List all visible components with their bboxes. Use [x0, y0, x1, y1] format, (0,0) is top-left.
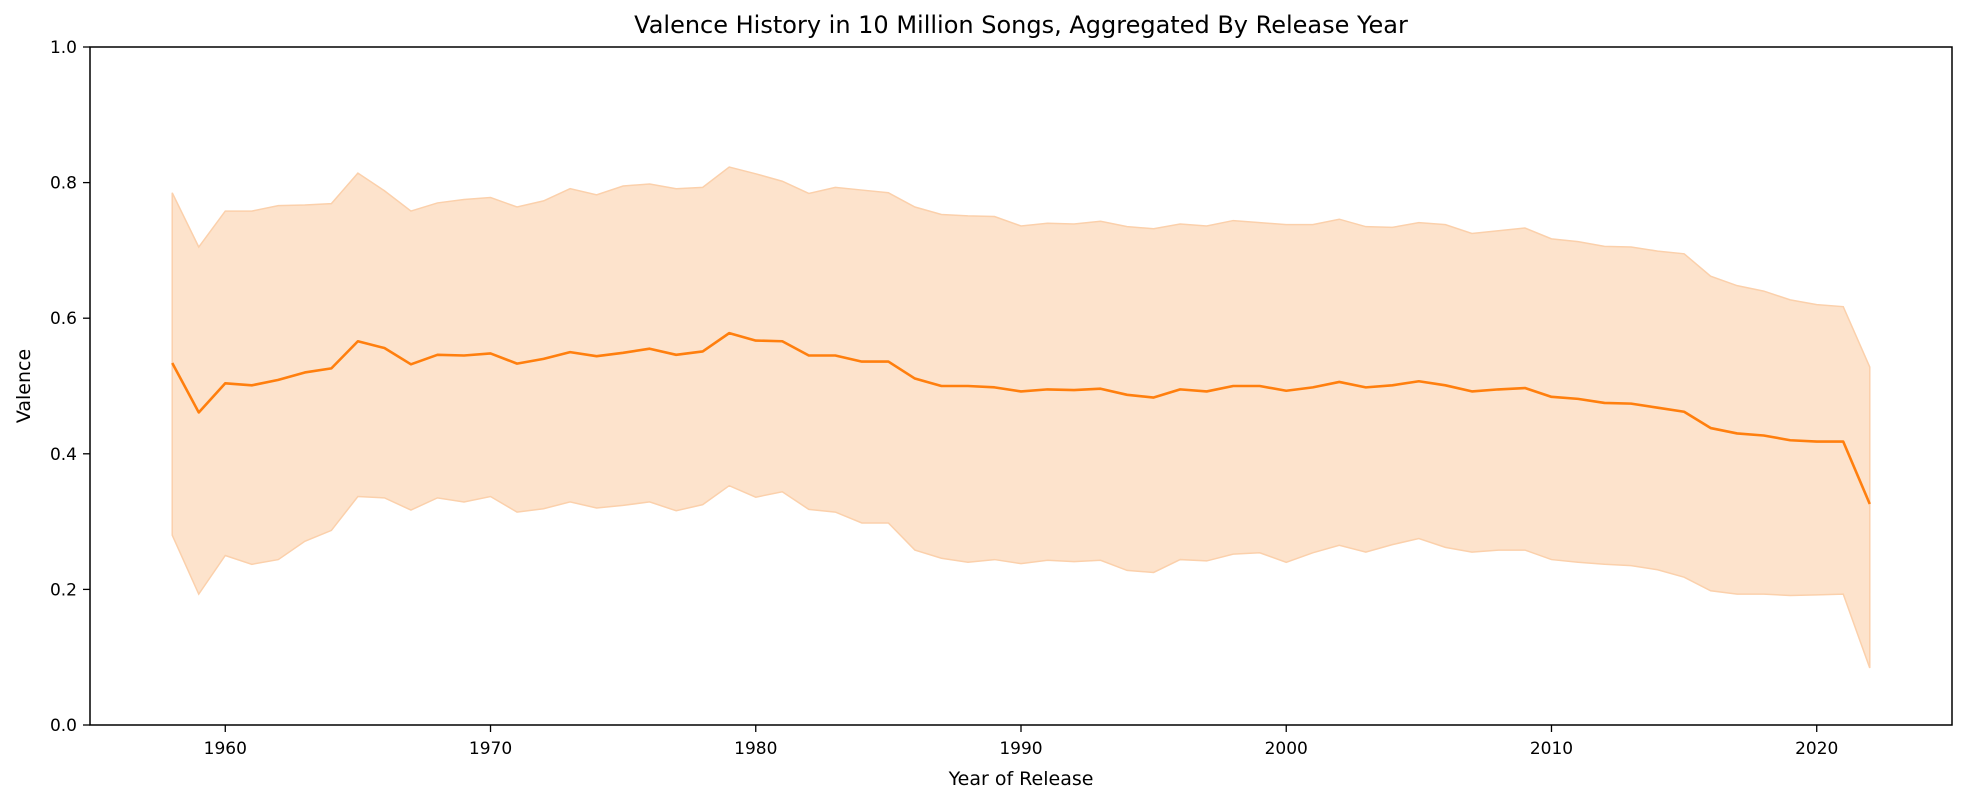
x-tick-label: 2020	[1795, 739, 1838, 759]
y-tick-label: 0.8	[50, 174, 77, 194]
mean-valence-line	[171, 331, 1871, 505]
x-tick-label: 2010	[1530, 739, 1573, 759]
y-axis-label: Valence	[13, 349, 35, 423]
x-axis-label: Year of Release	[948, 768, 1094, 790]
y-tick-label: 0.6	[50, 309, 77, 329]
y-tick-label: 0.4	[50, 445, 77, 465]
x-axis-ticks: 1960 1970 1980 1990 2000 2010 2020	[204, 725, 1838, 759]
x-tick-label: 1980	[734, 739, 777, 759]
confidence-band	[171, 166, 1871, 669]
x-tick-label: 1970	[469, 739, 512, 759]
x-tick-label: 1960	[204, 739, 247, 759]
x-tick-label: 2000	[1265, 739, 1308, 759]
y-tick-label: 1.0	[50, 38, 77, 58]
chart-title: Valence History in 10 Million Songs, Agg…	[634, 11, 1408, 39]
y-tick-label: 0.2	[50, 580, 77, 600]
y-tick-label: 0.0	[50, 716, 77, 736]
y-axis-ticks: 0.0 0.2 0.4 0.6 0.8 1.0	[50, 38, 90, 736]
x-tick-label: 1990	[999, 739, 1042, 759]
plot-frame	[89, 46, 1953, 726]
